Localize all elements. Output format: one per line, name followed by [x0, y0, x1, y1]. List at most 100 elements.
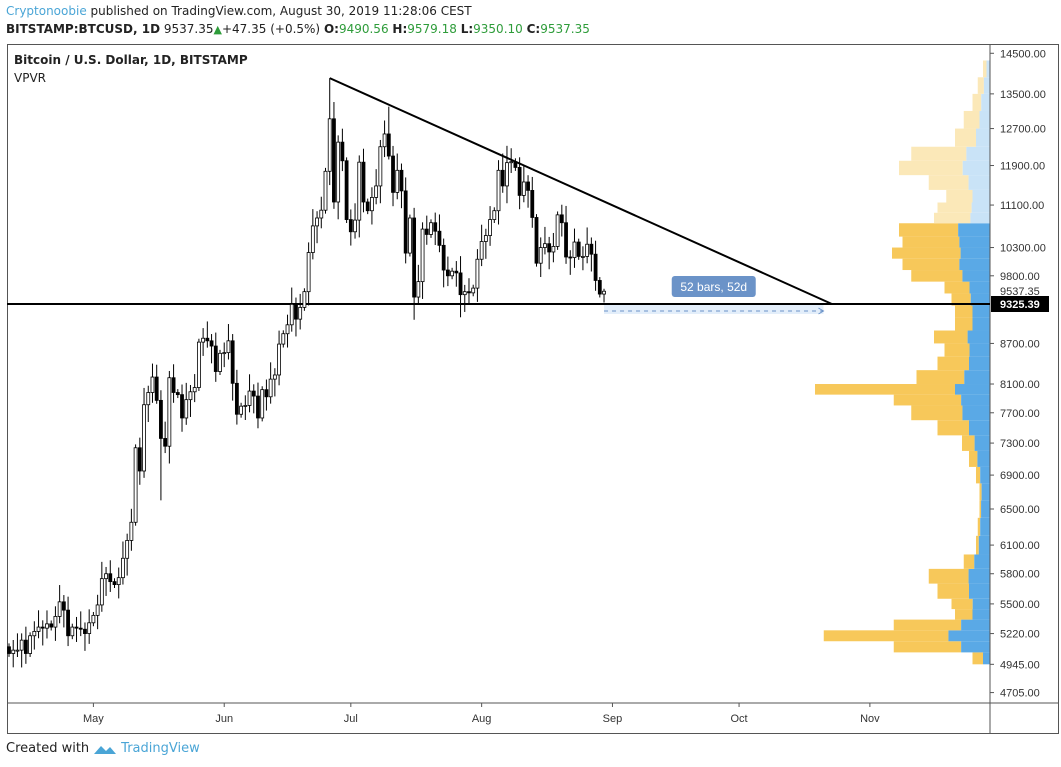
candle: [559, 214, 564, 224]
candle: [239, 405, 244, 415]
vpvr-down-bar: [934, 212, 971, 224]
vpvr-down-bar: [916, 370, 965, 385]
candle: [492, 210, 497, 220]
candle: [315, 217, 319, 227]
candle: [568, 256, 573, 259]
candle: [551, 246, 556, 253]
vpvr-up-bar: [972, 609, 990, 620]
candle: [66, 609, 70, 637]
price-tick-label: 7300.00: [1000, 438, 1040, 450]
last-price-axis-label: 9537.35: [1000, 286, 1040, 298]
symbol-info: BITSTAMP:BTCUSD, 1D 9537.35▲+47.35 (+0.5…: [6, 22, 590, 36]
vpvr-up-bar: [968, 175, 990, 190]
price-tick-label: 6500.00: [1000, 504, 1040, 516]
candle: [32, 631, 37, 637]
vpvr-up-bar: [970, 212, 990, 224]
vpvr-down-bar: [899, 223, 959, 237]
low-label: L:: [460, 22, 474, 36]
candle: [163, 438, 168, 447]
candle: [353, 219, 357, 233]
vpvr-down-bar: [902, 258, 960, 271]
vpvr-down-bar: [977, 77, 984, 94]
candle: [70, 626, 75, 637]
price-tick-label: 5220.00: [1000, 629, 1040, 641]
vpvr-down-bar: [951, 598, 973, 610]
vpvr-up-bar: [970, 293, 990, 306]
candle: [209, 340, 214, 347]
candle: [543, 243, 547, 248]
candle: [374, 185, 379, 198]
chart-frame[interactable]: [7, 44, 1059, 734]
candle: [159, 399, 163, 439]
price-change: +47.35 (+0.5%): [221, 22, 321, 36]
vpvr-down-bar: [946, 189, 973, 203]
tradingview-link[interactable]: TradingView: [121, 741, 200, 756]
candle: [467, 291, 471, 294]
vpvr-up-bar: [969, 356, 990, 371]
candle: [526, 181, 530, 191]
candle: [555, 214, 560, 247]
open-value: 9490.56: [338, 22, 389, 36]
candle: [403, 190, 408, 254]
candle: [306, 252, 311, 293]
vpvr-down-bar: [815, 384, 955, 395]
candle: [441, 244, 446, 271]
vpvr-down-bar: [937, 420, 969, 436]
measure-arrow-icon: [818, 307, 825, 315]
measure-label: 52 bars, 52d: [680, 280, 747, 294]
price-tick-label: 7700.00: [1000, 408, 1040, 420]
candle: [471, 287, 476, 294]
candle: [458, 272, 463, 296]
candle: [420, 228, 425, 283]
created-with: Created with: [6, 741, 90, 756]
candle: [585, 243, 590, 257]
candle: [289, 303, 294, 326]
author-link[interactable]: Cryptonoobie: [6, 4, 87, 18]
vpvr-up-bar: [962, 270, 990, 282]
candle: [61, 601, 66, 611]
price-tick-label: 6100.00: [1000, 540, 1040, 552]
candle: [336, 141, 341, 203]
price-tick-label: 6900.00: [1000, 470, 1040, 482]
vpvr-up-bar: [962, 405, 990, 421]
candle: [87, 622, 92, 634]
candle: [534, 217, 539, 264]
candle: [99, 578, 104, 606]
candle: [57, 601, 62, 617]
vpvr-down-bar: [969, 450, 978, 467]
candle: [125, 540, 130, 559]
candle: [500, 169, 505, 187]
candle: [310, 225, 315, 253]
vpvr-down-bar: [937, 356, 969, 371]
vpvr-down-bar: [893, 619, 962, 631]
tradingview-logo-icon: [94, 745, 117, 754]
candle: [285, 324, 290, 335]
vpvr-up-bar: [981, 500, 990, 518]
vpvr-down-bar: [937, 583, 969, 599]
candle: [218, 352, 222, 372]
vpvr-up-bar: [981, 483, 990, 501]
vpvr-up-bar: [972, 598, 990, 610]
price-tick-label: 12700.00: [1000, 124, 1046, 136]
candle: [243, 405, 248, 407]
vpvr-up-bar: [955, 384, 990, 395]
month-label: Sep: [603, 713, 623, 725]
vpvr-down-bar: [911, 270, 963, 282]
candle: [281, 333, 286, 345]
candle: [121, 557, 125, 579]
price-tick-label: 11900.00: [1000, 161, 1045, 173]
indicator-label[interactable]: VPVR: [14, 71, 46, 85]
candle: [272, 374, 277, 380]
chart-canvas[interactable]: 52 bars, 52d 14500.00 13500.00 12700.00 1190…: [0, 0, 1061, 740]
candle: [572, 241, 577, 258]
vpvr-down-bar: [955, 317, 973, 331]
vpvr-up-bar: [974, 435, 990, 451]
low-value: 9350.10: [473, 22, 523, 36]
vpvr-up-bar: [983, 652, 990, 665]
candle: [298, 306, 303, 320]
candle: [129, 521, 134, 541]
candle: [108, 573, 113, 583]
candle: [530, 190, 535, 218]
candle: [581, 256, 585, 258]
candle: [319, 209, 324, 219]
